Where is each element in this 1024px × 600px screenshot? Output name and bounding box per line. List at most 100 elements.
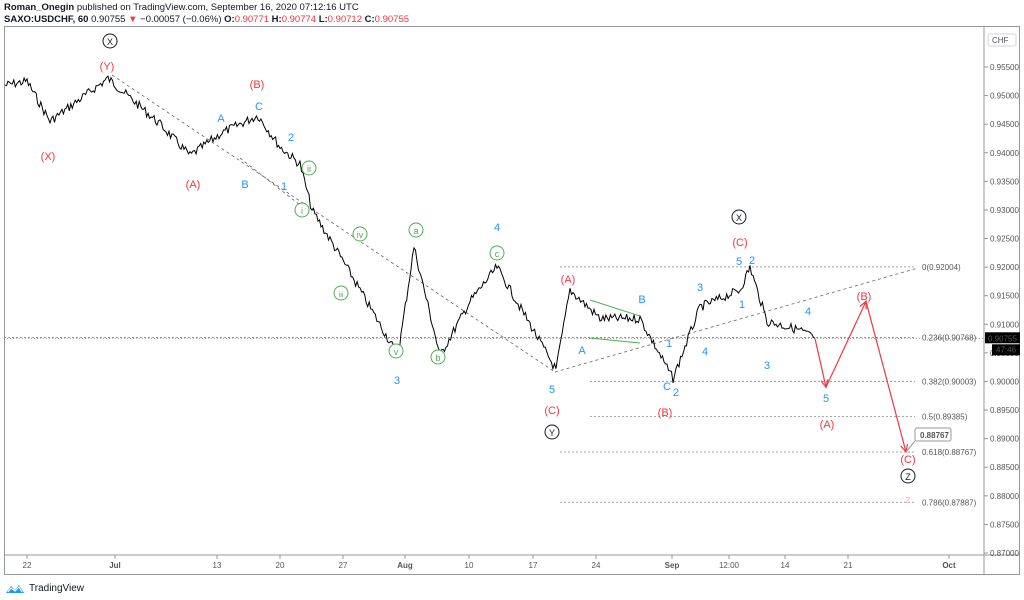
tradingview-logo[interactable]: TradingView <box>4 582 84 594</box>
symbol-label: SAXO:USDCHF, 60 <box>4 14 89 25</box>
price-tick-label: 0.87000 <box>990 549 1019 558</box>
wave-label: c <box>495 249 500 259</box>
wave-label: iii <box>339 292 344 299</box>
price-tick-label: 0.92000 <box>990 263 1019 272</box>
price-tick-label: 0.94000 <box>990 149 1019 158</box>
price-tick-label: 0.95500 <box>990 63 1019 72</box>
price-tick-label: 0.92500 <box>990 235 1019 244</box>
current-price-badge <box>985 332 1020 344</box>
ohlc-line: SAXO:USDCHF, 60 0.90755 ▼ −0.00057 (−0.0… <box>4 14 409 26</box>
price-tick-label: 0.94500 <box>990 120 1019 129</box>
fib-level-label: 0.5(0.89385) <box>922 413 968 422</box>
wave-label: (C) <box>900 454 915 466</box>
wave-label-circle <box>544 424 560 440</box>
current-price-label: 0.90755 <box>988 334 1017 343</box>
time-tick-label: Aug <box>397 561 413 570</box>
wave-label: 4 <box>805 306 811 318</box>
wave-label-circle <box>430 349 446 365</box>
published-text: published on TradingView.com, September … <box>76 2 359 13</box>
price-tick-label: 0.89500 <box>990 406 1019 415</box>
wave-label: (A) <box>561 274 576 286</box>
close-value: 0.90755 <box>374 14 410 25</box>
price-tick-label: 0.91500 <box>990 292 1019 301</box>
wave-label: 2 <box>288 132 294 144</box>
trendline-lower <box>239 157 301 206</box>
wave-label: 3 <box>697 282 703 294</box>
wave-label: (A) <box>820 419 835 431</box>
brand-name: TradingView <box>29 582 85 594</box>
trendline-upper <box>111 74 556 373</box>
wave-label-circle <box>388 343 404 359</box>
wave-label: 3 <box>394 375 400 387</box>
wave-label: iv <box>357 230 364 240</box>
currency-badge <box>987 33 1017 47</box>
trendline-rising <box>554 267 919 373</box>
fib-level-label: 0.618(0.88767) <box>922 448 977 457</box>
wave-label: v <box>394 347 399 357</box>
price-tick-label: 0.87500 <box>990 520 1019 529</box>
target-callout-pointer <box>905 440 916 453</box>
wave-label: (C) <box>544 405 559 417</box>
countdown-badge <box>992 344 1020 356</box>
currency-label: CHF <box>992 36 1009 45</box>
wave-label: Z <box>905 472 911 482</box>
wave-label: b <box>435 353 440 363</box>
price-tick-label: 0.93000 <box>990 206 1019 215</box>
wave-label: 1 <box>666 338 672 350</box>
price-tick-label: 0.88500 <box>990 463 1019 472</box>
close-label: C: <box>364 14 375 25</box>
time-tick-label: 22 <box>23 561 32 570</box>
projection-path <box>814 299 907 453</box>
wave-label: i <box>301 206 303 216</box>
open-value: 0.90771 <box>234 14 270 25</box>
fib-level-label: 0(0.92004) <box>922 263 961 272</box>
time-tick-label: Jul <box>109 561 121 570</box>
time-tick-label: 12:00 <box>719 561 740 570</box>
wave-label: X <box>736 213 742 223</box>
wave-label: 3 <box>764 360 770 372</box>
wave-label: (X) <box>41 151 56 163</box>
time-tick-label: Sep <box>665 561 680 570</box>
wave-label-circle <box>731 209 747 225</box>
last-price: 0.90755 <box>91 14 126 25</box>
wave-label-circle <box>333 285 349 301</box>
chart-frame <box>4 26 1020 575</box>
wave-label: B <box>241 179 248 191</box>
tradingview-cloud-icon <box>6 585 24 593</box>
wave-label: 4 <box>702 346 708 358</box>
time-tick-label: 21 <box>844 561 853 570</box>
open-label: O: <box>224 14 235 25</box>
triangle-lower-line <box>589 337 641 344</box>
time-tick-label: 10 <box>465 561 474 570</box>
price-tick-label: 0.90000 <box>990 377 1019 386</box>
wave-label-circle <box>489 245 505 261</box>
wave-label: C <box>255 101 263 113</box>
wave-label: Y <box>549 428 555 438</box>
wave-label: B <box>638 294 645 306</box>
wave-label: ii <box>307 164 311 174</box>
time-tick-label: 17 <box>529 561 538 570</box>
price-tick-label: 0.88000 <box>990 492 1019 501</box>
wave-label: 5 <box>549 384 555 396</box>
low-label: L: <box>318 14 328 25</box>
arrow-head-icon <box>859 300 867 310</box>
high-value: 0.90774 <box>281 14 317 25</box>
down-arrow-icon: ▼ <box>128 14 138 25</box>
time-tick-label: 14 <box>781 561 790 570</box>
wave-label-circle <box>102 33 118 49</box>
wave-label: C <box>663 381 671 393</box>
arrow-head-icon <box>820 379 829 389</box>
time-tick-label: 27 <box>339 561 348 570</box>
time-tick-label: 20 <box>276 561 285 570</box>
fib-level-label: 0.786(0.87887) <box>922 498 977 507</box>
author-name[interactable]: Roman_Onegin <box>4 2 75 13</box>
wave-label: (A) <box>186 179 201 191</box>
price-change: −0.00057 (−0.06%) <box>140 14 222 25</box>
wave-label: 2 <box>749 255 755 267</box>
price-series-line <box>4 75 816 384</box>
target-callout-label: 0.88767 <box>920 431 949 440</box>
publish-line: Roman_Onegin published on TradingView.co… <box>4 2 409 14</box>
wave-label: 1 <box>739 299 745 311</box>
wave-label: a <box>413 226 418 236</box>
